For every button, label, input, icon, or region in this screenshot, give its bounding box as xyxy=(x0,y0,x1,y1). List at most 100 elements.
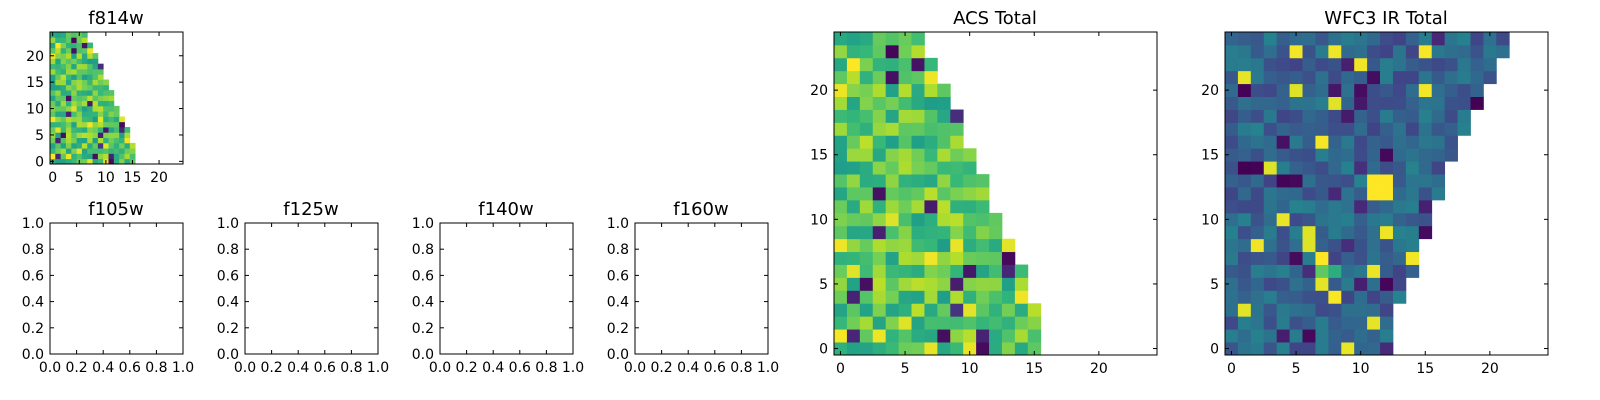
heatmap-cell xyxy=(898,316,912,330)
heatmap-cell xyxy=(872,264,887,278)
heatmap-cell xyxy=(1302,187,1316,201)
heatmap-cell xyxy=(1027,342,1042,356)
heatmap-cell xyxy=(1341,109,1355,123)
heatmap-cell xyxy=(65,105,72,112)
heatmap-cell xyxy=(71,58,77,65)
heatmap-cell xyxy=(885,109,899,123)
x-tick-label: 5 xyxy=(1292,361,1301,377)
heatmap-cell xyxy=(1367,83,1381,97)
heatmap-cell xyxy=(834,96,848,110)
heatmap-cell xyxy=(1457,70,1471,85)
heatmap-cell xyxy=(92,132,99,138)
heatmap-cell xyxy=(898,342,912,356)
heatmap-cell xyxy=(1367,342,1381,356)
heatmap-cell xyxy=(911,44,925,59)
heatmap-cell xyxy=(50,74,56,80)
heatmap-cell xyxy=(60,53,67,59)
heatmap-cell xyxy=(1225,57,1239,72)
heatmap-cell xyxy=(976,251,990,265)
heatmap-cell xyxy=(1341,329,1355,343)
heatmap-cell xyxy=(1263,251,1278,265)
heatmap-cell xyxy=(1250,199,1265,214)
heatmap-cell xyxy=(976,303,990,317)
heatmap-cell xyxy=(76,90,83,96)
heatmap-cell xyxy=(87,105,93,112)
heatmap-cell xyxy=(963,316,977,330)
heatmap-cell xyxy=(60,111,67,117)
x-tick-label: 20 xyxy=(1481,361,1499,377)
heatmap-cell xyxy=(1263,303,1278,317)
panel-title-wfc3-ir-total: WFC3 IR Total xyxy=(1324,8,1447,29)
heatmap-cell xyxy=(65,142,72,149)
heatmap-cell xyxy=(1250,96,1265,110)
heatmap-cell xyxy=(1392,57,1407,72)
heatmap-cell xyxy=(846,148,861,162)
heatmap-cell xyxy=(898,83,912,97)
heatmap-cell xyxy=(911,57,925,72)
heatmap-cell xyxy=(113,105,120,112)
heatmap-cell xyxy=(898,277,912,291)
heatmap-cell xyxy=(97,137,104,144)
heatmap-cell xyxy=(103,148,109,154)
heatmap-cell xyxy=(103,116,109,123)
heatmap-cell xyxy=(1302,32,1316,46)
heatmap-cell xyxy=(1276,161,1290,175)
heatmap-cell xyxy=(1289,122,1303,136)
heatmap-cell xyxy=(87,84,93,91)
heatmap-cell xyxy=(71,111,77,117)
heatmap-cell xyxy=(989,290,1003,304)
heatmap-cell xyxy=(1263,329,1278,343)
heatmap-cell xyxy=(55,142,62,149)
heatmap-cell xyxy=(1328,342,1342,356)
panel-title-f160w: f160w xyxy=(673,199,728,220)
heatmap-cell xyxy=(950,199,964,214)
heatmap-cell xyxy=(1380,174,1394,188)
heatmap-cell xyxy=(924,161,938,175)
heatmap-cell xyxy=(872,251,887,265)
heatmap-cell xyxy=(1225,290,1239,304)
heatmap-cell xyxy=(1328,122,1342,136)
heatmap-cell xyxy=(1328,290,1342,304)
heatmap-cell xyxy=(924,303,938,317)
heatmap-cell xyxy=(97,153,104,160)
y-tick-label: 1.0 xyxy=(22,216,44,232)
heatmap-cell xyxy=(108,158,115,165)
heatmap-cell xyxy=(1483,32,1497,46)
heatmap-cell xyxy=(65,153,72,160)
heatmap-cell xyxy=(898,187,912,201)
heatmap-cell xyxy=(950,187,964,201)
heatmap-cell xyxy=(1341,212,1355,227)
heatmap-cell xyxy=(1431,83,1446,97)
y-tick-label: 0.8 xyxy=(217,242,239,258)
x-tick-label: 0.8 xyxy=(340,360,362,376)
x-tick-label: 0.4 xyxy=(482,360,504,376)
heatmap-cell xyxy=(963,290,977,304)
heatmap-cell xyxy=(1302,83,1316,97)
heatmap-cell xyxy=(1263,122,1278,136)
heatmap-cell xyxy=(124,148,131,154)
heatmap-cell xyxy=(55,100,62,107)
heatmap-cell xyxy=(885,290,899,304)
x-tick-label: 0.2 xyxy=(65,360,87,376)
heatmap-cell xyxy=(129,148,136,154)
heatmap-cell xyxy=(924,264,938,278)
heatmap-cell xyxy=(846,238,861,253)
heatmap-cell xyxy=(1001,238,1016,253)
x-tick-label: 0.6 xyxy=(119,360,141,376)
heatmap-cell xyxy=(1380,32,1394,46)
heatmap-cell xyxy=(1341,83,1355,97)
heatmap-cell xyxy=(1392,277,1407,291)
heatmap-cell xyxy=(1225,135,1239,149)
heatmap-cell xyxy=(924,199,938,214)
heatmap-cell xyxy=(87,47,93,54)
heatmap-cell xyxy=(937,122,951,136)
x-tick-label: 0.4 xyxy=(287,360,309,376)
y-tick-label: 0.0 xyxy=(217,347,239,363)
y-tick-label: 15 xyxy=(1201,148,1219,164)
heatmap-cell xyxy=(113,132,120,138)
heatmap-cell xyxy=(885,148,899,162)
x-tick-label: 1.0 xyxy=(172,360,194,376)
heatmap-cell xyxy=(97,100,104,107)
heatmap-cell xyxy=(65,58,72,65)
heatmap-cell xyxy=(1315,264,1329,278)
